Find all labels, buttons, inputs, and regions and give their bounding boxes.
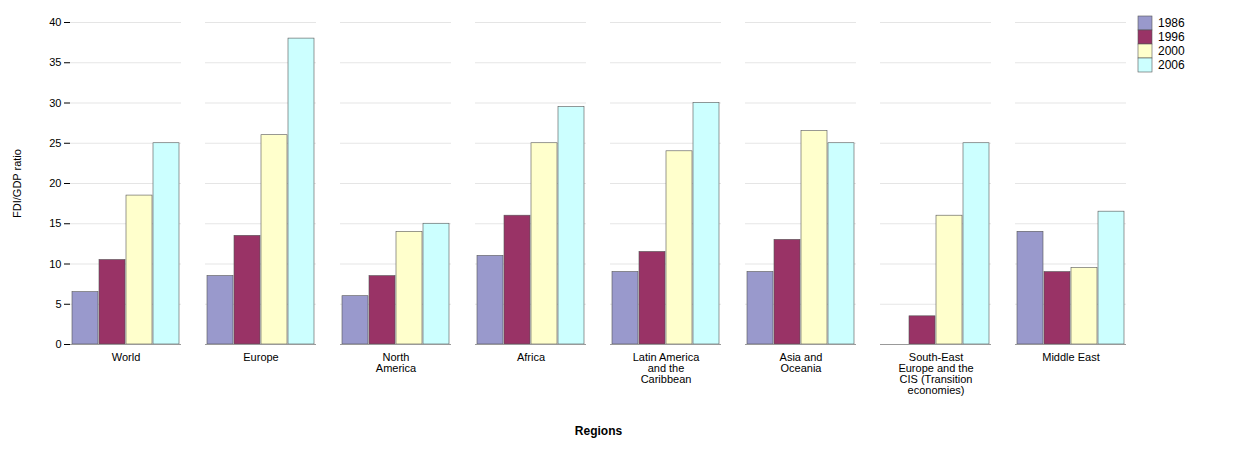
svg-text:World: World xyxy=(112,351,141,363)
svg-text:0: 0 xyxy=(55,338,61,350)
svg-text:10: 10 xyxy=(49,258,61,270)
svg-text:Latin Americaand theCaribbean: Latin Americaand theCaribbean xyxy=(633,351,701,385)
html-text:2000: 2000 xyxy=(1158,44,1185,58)
svg-text:Middle East: Middle East xyxy=(1042,351,1099,363)
svg-text:30: 30 xyxy=(49,97,61,109)
svg-text:Asia andOceania: Asia andOceania xyxy=(780,351,823,374)
svg-text:Africa: Africa xyxy=(517,351,546,363)
svg-text:20: 20 xyxy=(49,177,61,189)
svg-text:40: 40 xyxy=(49,16,61,28)
svg-text:NorthAmerica: NorthAmerica xyxy=(376,351,417,374)
svg-text:25: 25 xyxy=(49,137,61,149)
svg-text:15: 15 xyxy=(49,217,61,229)
html-text:2006: 2006 xyxy=(1158,58,1185,72)
svg-text:5: 5 xyxy=(55,298,61,310)
html-text:1986: 1986 xyxy=(1158,16,1185,30)
html-text:1996: 1996 xyxy=(1158,30,1185,44)
svg-text:35: 35 xyxy=(49,56,61,68)
svg-text:South-EastEurope and theCIS (T: South-EastEurope and theCIS (Transitione… xyxy=(898,351,973,396)
svg-text:Regions: Regions xyxy=(575,424,623,438)
svg-text:Europe: Europe xyxy=(243,351,278,363)
svg-text:FDI/GDP ratio: FDI/GDP ratio xyxy=(11,149,23,218)
